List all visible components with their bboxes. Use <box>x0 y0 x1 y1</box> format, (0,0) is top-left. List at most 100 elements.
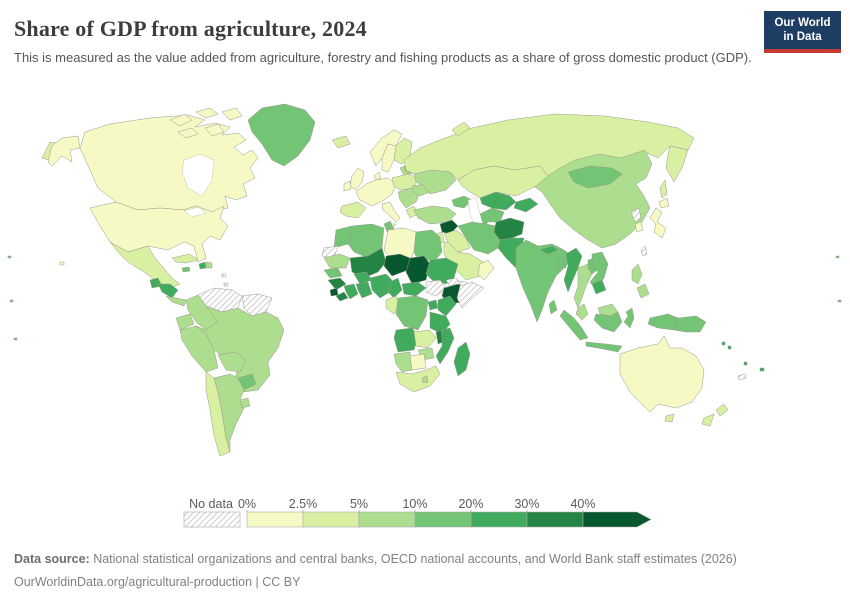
region-japan-honshu[interactable] <box>650 208 666 238</box>
region-usa[interactable] <box>90 202 228 262</box>
region-uganda[interactable] <box>428 300 438 310</box>
region-new-zealand-north[interactable] <box>716 404 728 416</box>
region-russia-novaya-zemlya[interactable] <box>452 122 470 136</box>
region-new-caledonia[interactable] <box>738 374 746 380</box>
region-iceland[interactable] <box>332 136 350 148</box>
region-indonesia-sulawesi[interactable] <box>624 308 634 328</box>
region-costa-rica-panama[interactable] <box>166 296 186 306</box>
region-lesotho[interactable] <box>422 376 428 383</box>
region-philippines-luzon[interactable] <box>632 264 642 284</box>
region-indonesia-sumatra[interactable] <box>560 310 588 340</box>
region-madagascar[interactable] <box>454 342 470 376</box>
region-india[interactable] <box>516 240 572 322</box>
region-south-sudan[interactable] <box>426 280 446 296</box>
region-nepal[interactable] <box>540 246 558 254</box>
region-angola[interactable] <box>394 328 418 352</box>
region-bangladesh[interactable] <box>556 258 566 268</box>
region-nigeria[interactable] <box>370 274 392 298</box>
region-zambia[interactable] <box>414 330 436 348</box>
owid-logo[interactable]: Our World in Data <box>764 11 841 53</box>
region-botswana[interactable] <box>410 354 426 370</box>
region-uk[interactable] <box>350 168 364 190</box>
region-balkans[interactable] <box>398 188 420 208</box>
region-somalia[interactable] <box>457 282 484 308</box>
region-new-zealand-south[interactable] <box>702 414 714 426</box>
region-alaska[interactable] <box>48 136 80 166</box>
region-taiwan[interactable] <box>641 246 647 256</box>
region-pacific-islands-4[interactable] <box>838 300 841 302</box>
legend-bin-6-arrow[interactable] <box>582 511 652 528</box>
region-russia[interactable] <box>404 114 694 180</box>
region-caucasus[interactable] <box>452 196 472 208</box>
region-argentina[interactable] <box>214 374 244 452</box>
region-cambodia[interactable] <box>592 280 606 294</box>
region-honduras-nicaragua[interactable] <box>158 284 178 298</box>
region-oman-uae[interactable] <box>478 260 494 280</box>
region-japan-hokkaido[interactable] <box>659 198 669 208</box>
legend-bin-5[interactable] <box>526 511 584 528</box>
legend-bin-2[interactable] <box>358 511 416 528</box>
region-sri-lanka[interactable] <box>549 300 557 314</box>
region-myanmar[interactable] <box>564 248 582 292</box>
region-pacific-islands-3[interactable] <box>14 338 17 340</box>
region-china[interactable] <box>535 150 652 248</box>
region-mauritania[interactable] <box>324 254 350 268</box>
legend-bin-0[interactable] <box>246 511 304 528</box>
region-namibia[interactable] <box>394 352 412 372</box>
region-guinea[interactable] <box>328 278 346 290</box>
region-south-korea[interactable] <box>635 222 643 232</box>
region-philippines-mindanao[interactable] <box>637 284 649 298</box>
license-line[interactable]: OurWorldinData.org/agricultural-producti… <box>14 574 301 589</box>
region-western-europe[interactable] <box>356 178 396 206</box>
region-papua-new-guinea[interactable] <box>674 316 706 332</box>
region-egypt[interactable] <box>414 230 442 262</box>
region-denmark[interactable] <box>374 172 381 180</box>
region-indonesia-kalimantan[interactable] <box>594 312 622 332</box>
region-south-africa[interactable] <box>396 366 440 392</box>
region-vanuatu[interactable] <box>744 362 747 365</box>
region-ghana[interactable] <box>356 282 372 298</box>
region-brazil[interactable] <box>196 306 284 392</box>
region-indonesia-java[interactable] <box>586 342 622 352</box>
region-indonesia-west-papua[interactable] <box>648 314 678 330</box>
legend-bin-4[interactable] <box>470 511 528 528</box>
region-italy[interactable] <box>382 202 400 222</box>
region-turkey[interactable] <box>414 206 456 224</box>
region-ecuador[interactable] <box>176 314 194 330</box>
region-iberia[interactable] <box>340 202 366 218</box>
region-chad[interactable] <box>406 256 430 284</box>
region-dominican-republic[interactable] <box>206 262 212 268</box>
region-north-korea[interactable] <box>631 208 641 222</box>
region-pacific-islands-2[interactable] <box>8 256 11 258</box>
region-central-african-republic[interactable] <box>402 282 426 296</box>
region-cameroon[interactable] <box>388 278 402 298</box>
region-bolivia[interactable] <box>218 352 246 372</box>
region-syria[interactable] <box>440 220 458 234</box>
region-lesser-antilles-2[interactable] <box>224 283 228 286</box>
region-liberia[interactable] <box>336 292 348 301</box>
region-solomon-islands-1[interactable] <box>722 342 725 345</box>
region-greenland[interactable] <box>248 104 315 166</box>
legend-bin-3[interactable] <box>414 511 472 528</box>
region-kyrgyzstan-tajikistan[interactable] <box>514 198 538 212</box>
region-hawaii[interactable] <box>60 262 64 265</box>
region-lesser-antilles-1[interactable] <box>222 274 226 277</box>
region-mexico[interactable] <box>110 242 180 288</box>
region-canada-arctic-4[interactable] <box>178 128 198 138</box>
region-russia-sakhalin[interactable] <box>660 180 667 198</box>
region-solomon-islands-2[interactable] <box>728 346 731 349</box>
region-australia[interactable] <box>620 336 704 412</box>
region-fiji[interactable] <box>760 368 764 371</box>
region-mali[interactable] <box>350 248 386 278</box>
region-ireland[interactable] <box>344 181 351 191</box>
region-canada-arctic-2[interactable] <box>196 108 218 118</box>
region-canada-arctic-5[interactable] <box>205 124 224 136</box>
legend-bin-1[interactable] <box>302 511 360 528</box>
region-uzbekistan[interactable] <box>480 192 516 210</box>
region-drc[interactable] <box>396 296 428 330</box>
region-afghanistan[interactable] <box>494 218 524 240</box>
region-russia-kamchatka[interactable] <box>666 146 688 182</box>
region-cuba[interactable] <box>172 254 198 263</box>
region-uruguay[interactable] <box>240 398 250 408</box>
region-mozambique[interactable] <box>436 328 454 364</box>
